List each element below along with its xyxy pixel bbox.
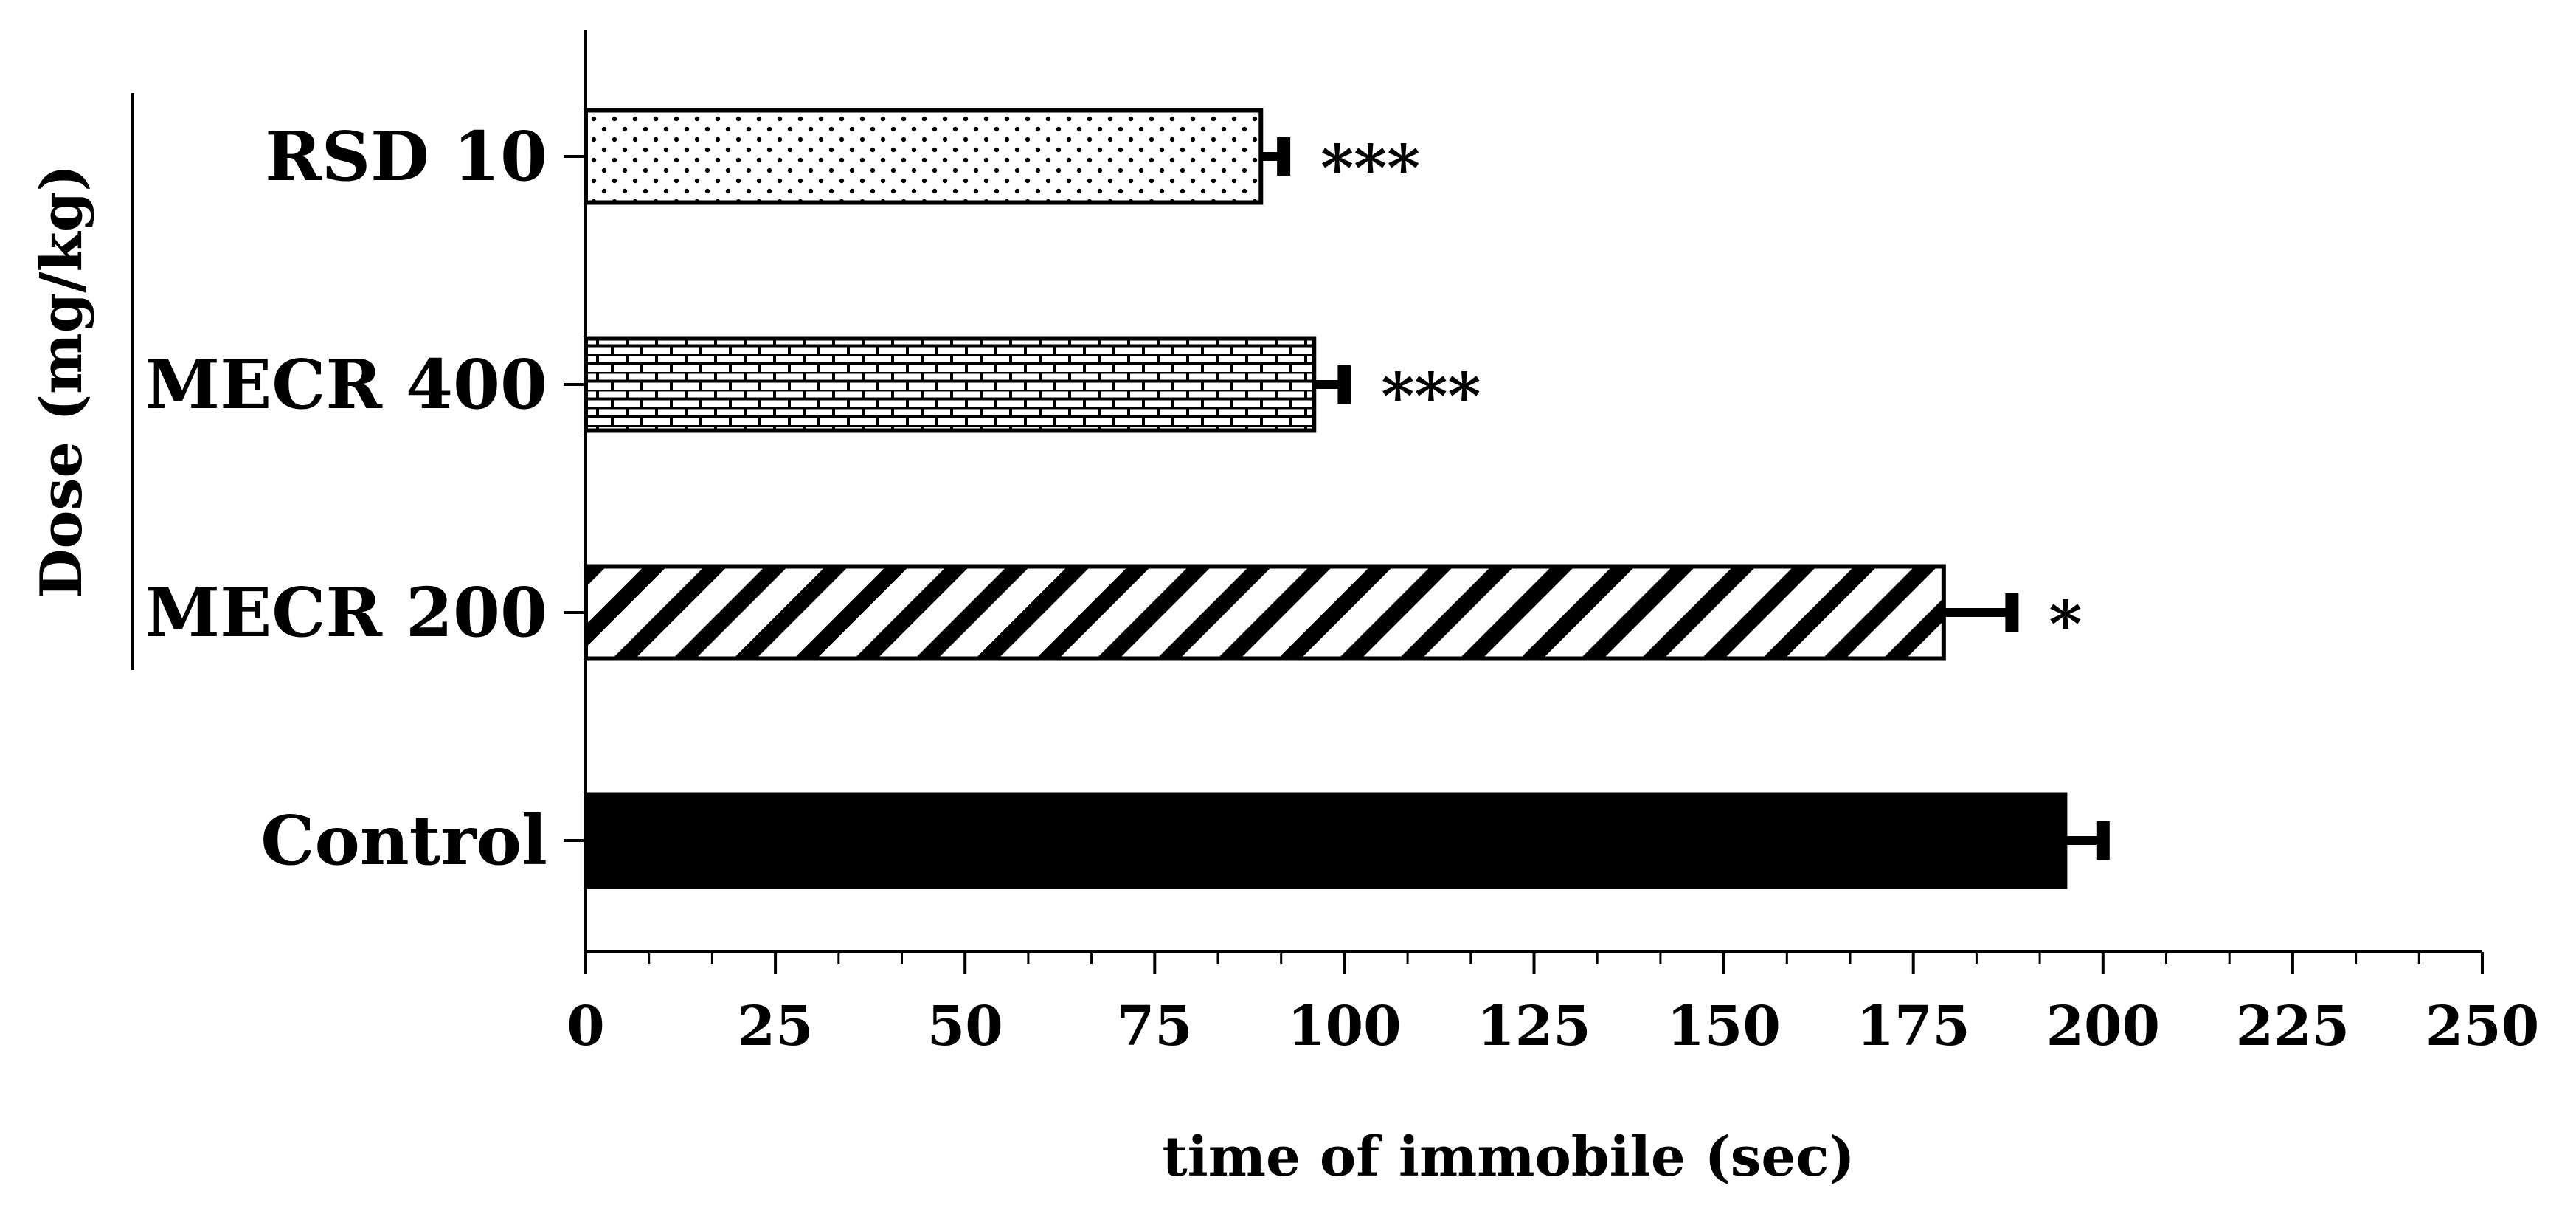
significance-label: *** bbox=[1320, 131, 1420, 206]
significance-label: * bbox=[2049, 587, 2082, 662]
x-ticks: 0 25 50 75 100 125 150 175 200 225 250 bbox=[567, 952, 2539, 1058]
x-tick-label: 175 bbox=[1856, 995, 1970, 1058]
x-axis-title: time of immobile (sec) bbox=[1162, 1125, 1855, 1189]
x-tick-label: 125 bbox=[1477, 995, 1590, 1058]
category-label: RSD 10 bbox=[265, 117, 547, 196]
bar-mecr-400 bbox=[584, 336, 1317, 433]
x-tick-label: 75 bbox=[1117, 995, 1193, 1058]
bar-mecr-200 bbox=[584, 564, 1946, 661]
x-tick-label: 0 bbox=[567, 995, 605, 1058]
bar-rsd-10 bbox=[584, 108, 1264, 205]
significance-label: *** bbox=[1381, 359, 1481, 434]
x-tick-label: 225 bbox=[2236, 995, 2350, 1058]
category-label: MECR 400 bbox=[145, 345, 547, 424]
x-axis: 0 25 50 75 100 125 150 175 200 225 250 bbox=[567, 950, 2539, 1058]
x-tick-label: 150 bbox=[1666, 995, 1780, 1058]
error-bars-layer bbox=[1261, 137, 2110, 860]
category-label: MECR 200 bbox=[145, 573, 547, 652]
y-axis: Control MECR 200 MECR 400 RSD 10 bbox=[145, 30, 587, 952]
significance-labels-layer: ******* bbox=[1320, 131, 2082, 662]
group-label: Dose (mg/kg) bbox=[28, 165, 95, 598]
x-tick-label: 50 bbox=[927, 995, 1003, 1058]
x-tick-label: 25 bbox=[738, 995, 814, 1058]
category-label: Control bbox=[260, 801, 547, 880]
bars-layer bbox=[584, 108, 2068, 889]
y-ticks: Control MECR 200 MECR 400 RSD 10 bbox=[145, 117, 586, 880]
x-tick-label: 100 bbox=[1287, 995, 1401, 1058]
x-tick-label: 250 bbox=[2426, 995, 2539, 1058]
bar-control bbox=[584, 792, 2068, 889]
x-tick-label: 200 bbox=[2046, 995, 2160, 1058]
